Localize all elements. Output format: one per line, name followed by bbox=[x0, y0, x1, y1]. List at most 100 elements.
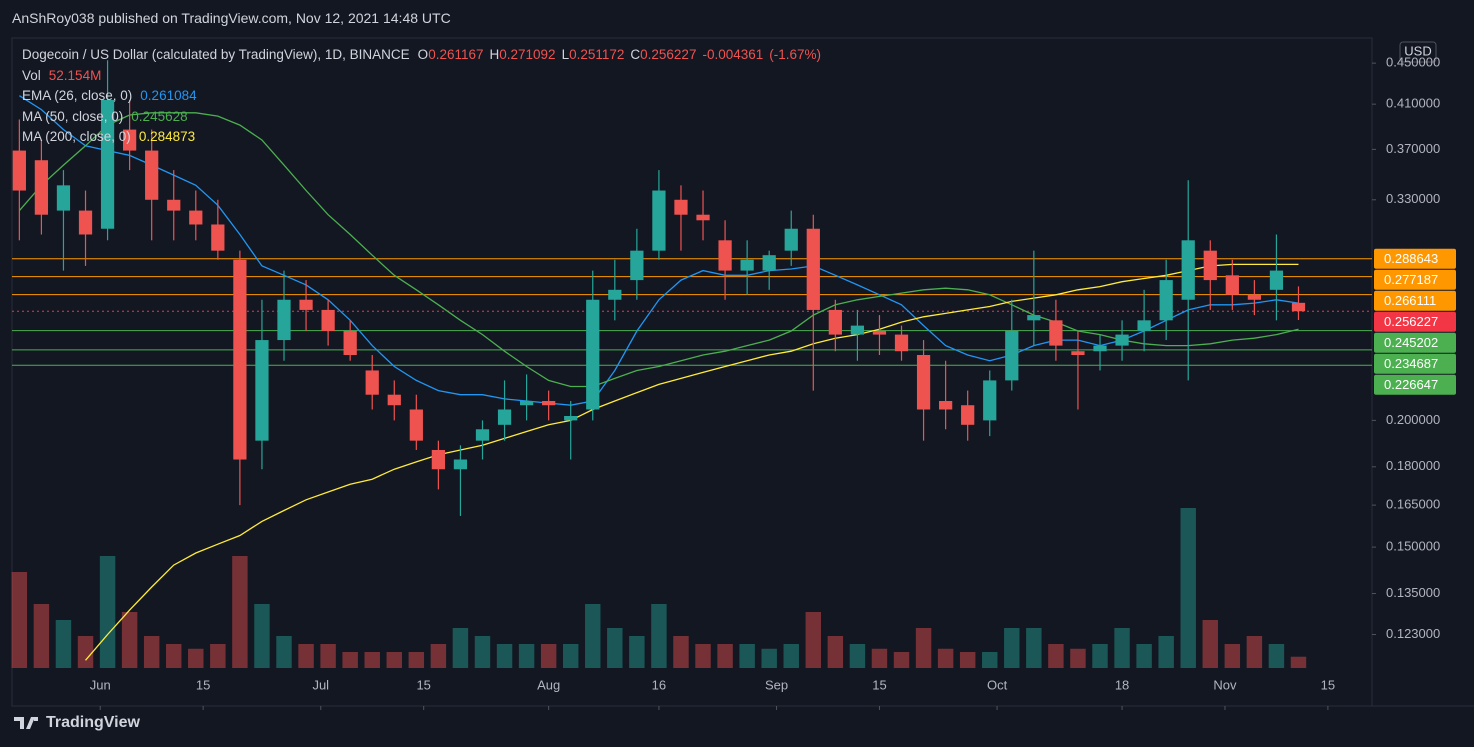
level-label: 0.245202 bbox=[1384, 335, 1438, 350]
candle-body bbox=[299, 299, 313, 310]
volume-bar bbox=[342, 652, 358, 668]
volume-bar bbox=[232, 556, 248, 668]
volume-bar bbox=[937, 648, 954, 668]
volume-bar bbox=[982, 652, 998, 668]
volume-bar bbox=[1180, 508, 1196, 668]
candle-body bbox=[1269, 270, 1284, 290]
candle-body bbox=[145, 150, 159, 200]
volume-bar bbox=[452, 628, 469, 668]
candle-body bbox=[828, 309, 842, 335]
y-tick-label: 0.200000 bbox=[1386, 412, 1440, 427]
candle-body bbox=[387, 394, 401, 406]
volume-bar bbox=[783, 644, 799, 668]
legend-series-row: EMA (26, close, 0) 0.261084 bbox=[22, 86, 821, 107]
series-value: 0.245628 bbox=[131, 108, 188, 124]
volume-bar bbox=[210, 644, 226, 668]
volume-bar bbox=[915, 628, 932, 668]
volume-bar bbox=[1224, 644, 1241, 668]
x-tick-label: 15 bbox=[1321, 677, 1335, 692]
candle-body bbox=[1093, 345, 1107, 352]
level-label: 0.266111 bbox=[1384, 293, 1436, 308]
byline: AnShRoy038 published on TradingView.com,… bbox=[12, 10, 451, 26]
x-tick-label: Sep bbox=[765, 677, 788, 692]
level-label-box bbox=[1374, 290, 1456, 311]
candle-body bbox=[762, 255, 776, 271]
x-tick-label: Aug bbox=[537, 677, 560, 692]
candle-body bbox=[983, 380, 997, 421]
y-tick-label: 0.450000 bbox=[1386, 55, 1440, 70]
volume-bar bbox=[1070, 648, 1086, 668]
volume-bar bbox=[562, 644, 579, 668]
legend-title-row: Dogecoin / US Dollar (calculated by Trad… bbox=[22, 45, 821, 66]
candle-body bbox=[894, 334, 909, 352]
candle-body bbox=[123, 129, 137, 151]
volume-bar bbox=[430, 644, 447, 668]
candle-body bbox=[872, 330, 887, 335]
volume-bar bbox=[99, 556, 116, 668]
volume-bar bbox=[386, 652, 402, 668]
volume-bar bbox=[1158, 636, 1174, 668]
volume-bar bbox=[1026, 628, 1042, 668]
x-tick-label: 16 bbox=[652, 677, 666, 692]
candle-body bbox=[1159, 280, 1173, 321]
candle-body bbox=[674, 199, 688, 215]
candle-body bbox=[916, 354, 931, 410]
level-label-box bbox=[1374, 311, 1456, 332]
series-value: 0.284873 bbox=[138, 129, 196, 144]
volume-bar bbox=[1004, 628, 1020, 668]
change-pct: (-1.67%) bbox=[769, 47, 822, 62]
volume-name: Vol bbox=[22, 67, 41, 83]
volume-bar bbox=[143, 636, 160, 668]
volume-bar bbox=[1092, 644, 1108, 668]
volume-bar bbox=[276, 636, 292, 668]
volume-bar bbox=[11, 572, 28, 668]
candle-body bbox=[1027, 315, 1041, 321]
y-tick-label: 0.370000 bbox=[1386, 141, 1440, 156]
x-tick-label: Nov bbox=[1213, 677, 1237, 692]
level-label-box bbox=[1374, 353, 1456, 374]
x-tick-label: 15 bbox=[872, 677, 886, 692]
volume-bar bbox=[761, 648, 777, 668]
ohlc-label: H bbox=[489, 47, 500, 62]
ma-line bbox=[85, 263, 1299, 661]
volume-bar bbox=[827, 636, 844, 668]
candle-body bbox=[652, 190, 666, 251]
candle-body bbox=[608, 289, 622, 300]
currency: USD bbox=[1404, 43, 1431, 58]
candle-body bbox=[211, 224, 225, 251]
volume-bar bbox=[849, 644, 866, 668]
volume-bar bbox=[1268, 644, 1285, 668]
candle-body bbox=[1203, 250, 1217, 281]
candle-body bbox=[1049, 320, 1063, 346]
ohlc-label: O bbox=[417, 47, 429, 62]
candle-body bbox=[233, 259, 247, 460]
candle-body bbox=[431, 449, 445, 470]
ma-line bbox=[18, 112, 1299, 388]
candle-body bbox=[497, 409, 512, 425]
x-tick-label: 15 bbox=[196, 677, 210, 692]
volume-bar bbox=[717, 644, 733, 668]
candle-body bbox=[343, 330, 357, 355]
x-tick-label: 18 bbox=[1115, 677, 1129, 692]
x-tick-label: Oct bbox=[987, 677, 1008, 692]
candle-body bbox=[542, 400, 556, 406]
x-tick-label: 15 bbox=[416, 677, 430, 692]
y-tick-label: 0.150000 bbox=[1386, 539, 1440, 554]
candle-body bbox=[564, 415, 578, 421]
volume-bar bbox=[298, 644, 314, 668]
volume-bar bbox=[496, 644, 513, 668]
candle-body bbox=[806, 228, 820, 310]
candle-body bbox=[365, 370, 379, 395]
volume-bar bbox=[55, 620, 72, 668]
volume-bar bbox=[629, 636, 645, 668]
volume-bar bbox=[540, 644, 557, 668]
brand-name: TradingView bbox=[46, 714, 140, 731]
volume-bar bbox=[364, 652, 380, 668]
currency-box bbox=[1399, 41, 1437, 63]
y-tick-label: 0.165000 bbox=[1386, 497, 1440, 512]
series-name: MA (50, close, 0) bbox=[22, 108, 124, 124]
volume-bar bbox=[1048, 644, 1064, 668]
y-tick-label: 0.123000 bbox=[1386, 626, 1440, 641]
